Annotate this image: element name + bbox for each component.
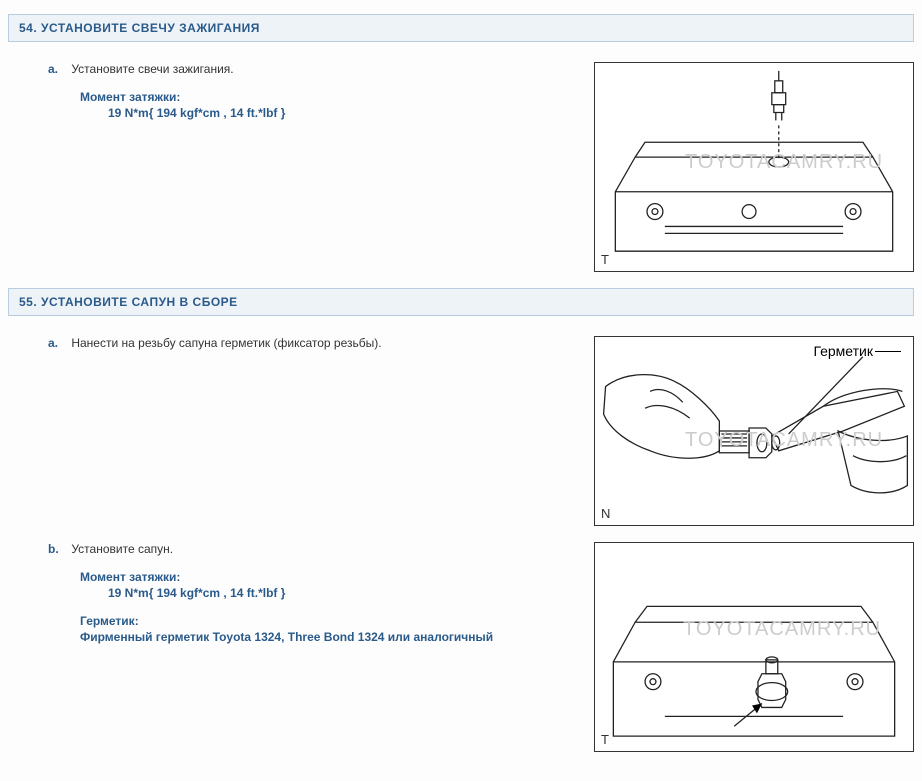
step-text: a. Установите свечи зажигания. Момент за… xyxy=(48,62,594,272)
figure-corner-letter: N xyxy=(601,506,610,521)
step-54a: a. Установите свечи зажигания. Момент за… xyxy=(8,62,914,272)
figure-install-breather: TOYOTACAMRY.RU T xyxy=(594,542,914,752)
section-header-54: 54. УСТАНОВИТЕ СВЕЧУ ЗАЖИГАНИЯ xyxy=(8,14,914,42)
section-number: 54. xyxy=(19,21,37,35)
section-header-55: 55. УСТАНОВИТЕ САПУН В СБОРЕ xyxy=(8,288,914,316)
sealant-diagram xyxy=(595,337,913,525)
step-55b: b. Установите сапун. Момент затяжки: 19 … xyxy=(8,542,914,752)
step-letter: a. xyxy=(48,62,68,76)
figure-spark-plug: TOYOTACAMRY.RU T xyxy=(594,62,914,272)
step-body: Установите сапун. xyxy=(71,542,173,556)
figure-corner-letter: T xyxy=(601,252,609,267)
torque-label: Момент затяжки: xyxy=(80,90,574,104)
breather-install-diagram xyxy=(595,543,913,751)
step-text: a. Нанести на резьбу сапуна герметик (фи… xyxy=(48,336,594,526)
section-number: 55. xyxy=(19,295,37,309)
torque-value: 19 N*m{ 194 kgf*cm , 14 ft.*lbf } xyxy=(108,106,574,120)
step-letter: b. xyxy=(48,542,68,556)
step-body: Установите свечи зажигания. xyxy=(71,62,233,76)
figure-sealant-apply: Герметик TOYO xyxy=(594,336,914,526)
sealant-value: Фирменный герметик Toyota 1324, Three Bo… xyxy=(80,630,574,644)
step-text: b. Установите сапун. Момент затяжки: 19 … xyxy=(48,542,594,752)
step-body: Нанести на резьбу сапуна герметик (фикса… xyxy=(71,336,381,350)
figure-corner-letter: T xyxy=(601,732,609,747)
sealant-block: Герметик: Фирменный герметик Toyota 1324… xyxy=(80,614,574,644)
torque-block: Момент затяжки: 19 N*m{ 194 kgf*cm , 14 … xyxy=(80,570,574,600)
torque-block: Момент затяжки: 19 N*m{ 194 kgf*cm , 14 … xyxy=(80,90,574,120)
section-title: УСТАНОВИТЕ САПУН В СБОРЕ xyxy=(41,295,238,309)
step-55a: a. Нанести на резьбу сапуна герметик (фи… xyxy=(8,336,914,526)
section-title: УСТАНОВИТЕ СВЕЧУ ЗАЖИГАНИЯ xyxy=(41,21,260,35)
spark-plug-diagram xyxy=(595,63,913,271)
sealant-label: Герметик: xyxy=(80,614,574,628)
torque-value: 19 N*m{ 194 kgf*cm , 14 ft.*lbf } xyxy=(108,586,574,600)
torque-label: Момент затяжки: xyxy=(80,570,574,584)
step-letter: a. xyxy=(48,336,68,350)
